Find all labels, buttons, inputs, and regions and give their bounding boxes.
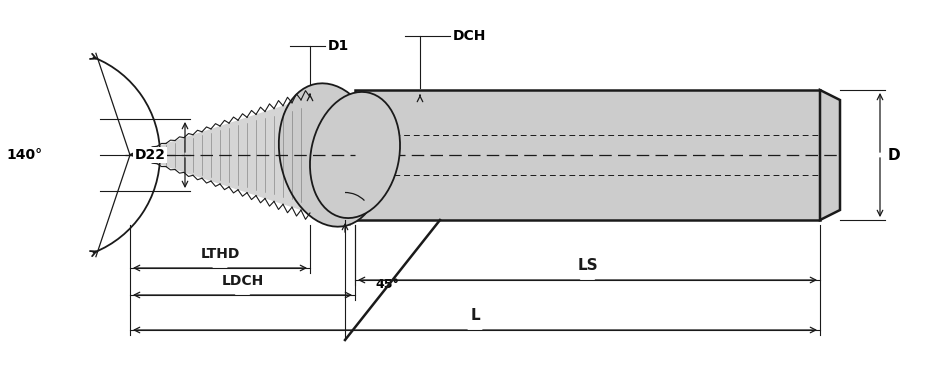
Text: D1: D1	[328, 39, 350, 53]
Polygon shape	[820, 90, 840, 220]
Text: 140°: 140°	[7, 148, 43, 162]
Text: DCH: DCH	[453, 29, 486, 43]
Text: LDCH: LDCH	[221, 274, 263, 288]
Polygon shape	[130, 97, 310, 213]
Text: D: D	[888, 147, 901, 163]
Text: L: L	[470, 308, 480, 323]
Text: D22: D22	[135, 148, 165, 162]
Text: 45°: 45°	[375, 278, 399, 292]
Text: LTHD: LTHD	[200, 247, 239, 261]
Polygon shape	[355, 90, 820, 220]
Text: LS: LS	[578, 258, 598, 273]
Ellipse shape	[310, 92, 400, 218]
Ellipse shape	[278, 83, 381, 227]
